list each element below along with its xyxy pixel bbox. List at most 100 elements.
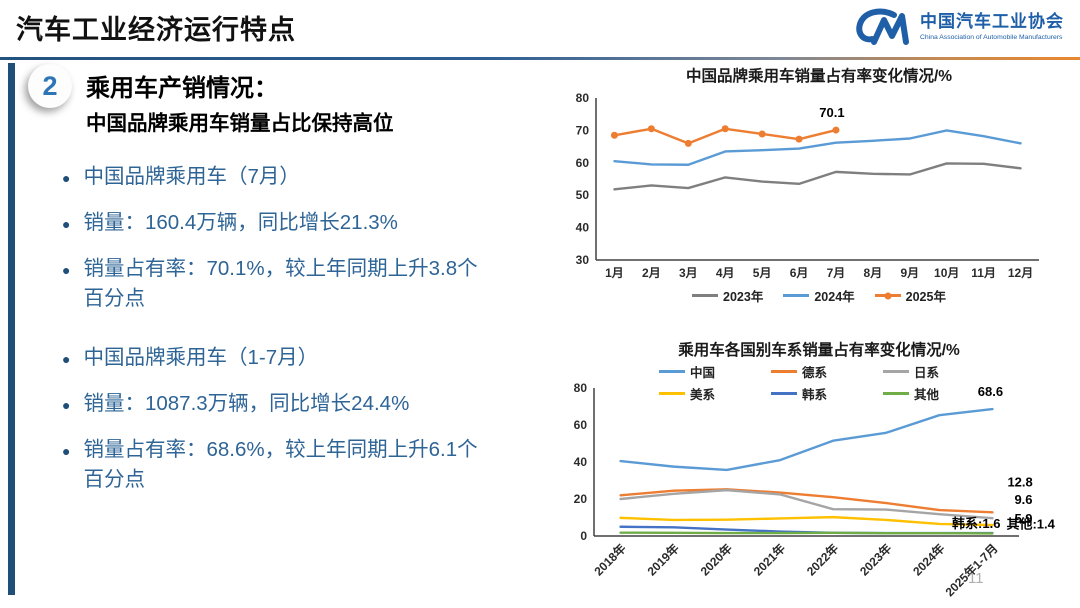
caam-logo: 中国汽车工业协会 China Association of Automobile… <box>854 6 1064 48</box>
section-heading: 乘用车产销情况： <box>86 75 278 102</box>
svg-text:2023年: 2023年 <box>856 541 894 579</box>
bullet-list: ● 中国品牌乘用车（7月） ● 销量：160.4万辆，同比增长21.3% ● 销… <box>62 162 494 524</box>
legend-item: 2024年 <box>783 286 855 305</box>
legend-label: 德系 <box>802 366 828 380</box>
legend-item: 美系 <box>659 384 755 403</box>
china-brand-share-chart: 中国品牌乘用车销量占有率变化情况/% 30 40 50 60 70 80 1月 2月 3月 4月 5… <box>558 64 1080 305</box>
legend-item: 韩系 <box>771 384 867 403</box>
legend-swatch <box>874 292 901 299</box>
svg-text:0: 0 <box>580 529 587 543</box>
legend-item: 2023年 <box>692 286 763 305</box>
bullet-text: 中国品牌乘用车（1-7月） <box>83 346 319 369</box>
svg-text:1月: 1月 <box>605 266 624 280</box>
legend-item: 2025年 <box>874 286 946 305</box>
legend-label: 韩系 <box>802 388 828 402</box>
bullet-icon: ● <box>62 351 71 367</box>
svg-text:40: 40 <box>574 455 588 469</box>
bullet-text: 销量：1087.3万辆，同比增长24.4% <box>83 391 410 415</box>
bullet-text: 中国品牌乘用车（7月） <box>83 165 300 188</box>
svg-text:2024年: 2024年 <box>909 541 947 579</box>
section-accent-bar <box>8 63 15 595</box>
svg-text:2018年: 2018年 <box>591 541 629 579</box>
legend-swatch <box>883 370 909 373</box>
svg-text:40: 40 <box>576 221 590 235</box>
svg-text:9月: 9月 <box>900 266 919 280</box>
bullet-icon: ● <box>62 396 71 413</box>
section-subheading: 中国品牌乘用车销量占比保持高位 <box>86 112 394 135</box>
legend-item: 其他 <box>883 384 979 403</box>
list-item: ● 中国品牌乘用车（7月） <box>62 162 494 193</box>
svg-text:7月: 7月 <box>827 266 846 280</box>
svg-text:2021年: 2021年 <box>750 541 788 579</box>
header-divider <box>0 57 1080 60</box>
svg-text:12.8: 12.8 <box>1007 474 1032 489</box>
caam-logo-name-en: China Association of Automobile Manufact… <box>920 33 1063 41</box>
svg-text:2020年: 2020年 <box>697 541 735 579</box>
legend-label: 其他 <box>914 388 940 402</box>
list-item: ● 销量占有率：70.1%，较上年同期上升3.8个百分点 <box>62 254 494 316</box>
country-series-share-chart: 乘用车各国别车系销量占有率变化情况/% 中国 德系 日系美系 韩系 其他 0 20 40 60… <box>558 338 1080 600</box>
svg-text:30: 30 <box>576 253 590 267</box>
svg-text:2月: 2月 <box>642 266 661 280</box>
bullet-icon: ● <box>62 442 71 459</box>
bullet-icon: ● <box>62 215 71 232</box>
legend-label: 2023年 <box>723 290 764 304</box>
svg-text:70.1: 70.1 <box>819 105 844 120</box>
legend-label: 中国 <box>690 366 716 380</box>
legend-swatch <box>771 392 797 395</box>
chart1-title: 中国品牌乘用车销量占有率变化情况/% <box>685 68 953 85</box>
svg-text:3月: 3月 <box>679 266 698 280</box>
caam-logo-name-cn: 中国汽车工业协会 <box>920 11 1064 31</box>
legend-swatch <box>692 294 719 297</box>
svg-text:60: 60 <box>576 156 590 170</box>
svg-text:2022年: 2022年 <box>803 541 841 579</box>
svg-text:其他:1.4: 其他:1.4 <box>1006 516 1055 531</box>
country-series-share-chart-plot: 0 20 40 60 80 2018年 2019年 2020年 2021年 2022年 2023年 2… <box>574 381 1056 599</box>
legend-item: 中国 <box>659 362 755 381</box>
svg-text:韩系:1.6: 韩系:1.6 <box>952 516 1000 531</box>
svg-text:5.9: 5.9 <box>1014 511 1032 526</box>
legend-swatch <box>659 370 685 373</box>
legend-item: 日系 <box>883 362 979 381</box>
svg-text:4月: 4月 <box>716 266 735 280</box>
bullet-text: 销量：160.4万辆，同比增长21.3% <box>83 210 398 234</box>
chart2-title: 乘用车各国别车系销量占有率变化情况/% <box>678 342 960 359</box>
page-number: 11 <box>968 570 984 587</box>
list-item: ● 销量：1087.3万辆，同比增长24.4% <box>62 389 494 420</box>
legend-swatch <box>771 370 797 373</box>
legend-swatch <box>659 392 685 395</box>
section-number: 2 <box>42 70 58 101</box>
svg-text:70: 70 <box>576 123 590 137</box>
svg-text:12月: 12月 <box>1008 266 1033 280</box>
list-item: ● 中国品牌乘用车（1-7月） <box>62 343 494 374</box>
section-number-badge: 2 <box>28 64 72 108</box>
legend-item: 德系 <box>771 362 867 381</box>
legend-swatch <box>783 294 810 297</box>
legend-label: 2024年 <box>814 290 855 304</box>
caam-logo-mark-icon <box>856 8 909 45</box>
svg-text:60: 60 <box>574 418 588 432</box>
bullet-text: 销量占有率：70.1%，较上年同期上升3.8个百分点 <box>83 256 478 311</box>
bullet-group-jan-july: ● 中国品牌乘用车（1-7月） ● 销量：1087.3万辆，同比增长24.4% … <box>62 343 494 496</box>
bullet-icon: ● <box>62 261 71 278</box>
svg-text:8月: 8月 <box>864 266 883 280</box>
bullet-text: 销量占有率：68.6%，较上年同期上升6.1个百分点 <box>83 437 478 492</box>
svg-text:9.6: 9.6 <box>1014 492 1032 507</box>
svg-text:80: 80 <box>574 381 588 395</box>
chart1-legend: 2023年 2024年 2025年 <box>558 286 1080 305</box>
legend-swatch <box>883 392 909 395</box>
legend-label: 美系 <box>690 388 716 402</box>
list-item: ● 销量占有率：68.6%，较上年同期上升6.1个百分点 <box>62 435 494 497</box>
svg-text:20: 20 <box>574 492 588 506</box>
svg-text:2019年: 2019年 <box>644 541 682 579</box>
svg-text:80: 80 <box>576 91 590 105</box>
chart2-legend: 中国 德系 日系美系 韩系 其他 <box>659 362 979 403</box>
svg-text:5月: 5月 <box>753 266 772 280</box>
bullet-group-july: ● 中国品牌乘用车（7月） ● 销量：160.4万辆，同比增长21.3% ● 销… <box>62 162 494 315</box>
bullet-icon: ● <box>62 170 71 186</box>
china-brand-share-chart-plot: 30 40 50 60 70 80 1月 2月 3月 4月 5月 6月 7月 8月 9月 10月 11月 12月 7… <box>576 91 1039 280</box>
legend-label: 日系 <box>914 366 940 380</box>
svg-text:68.6: 68.6 <box>978 384 1003 399</box>
page-title: 汽车工业经济运行特点 <box>16 15 296 45</box>
